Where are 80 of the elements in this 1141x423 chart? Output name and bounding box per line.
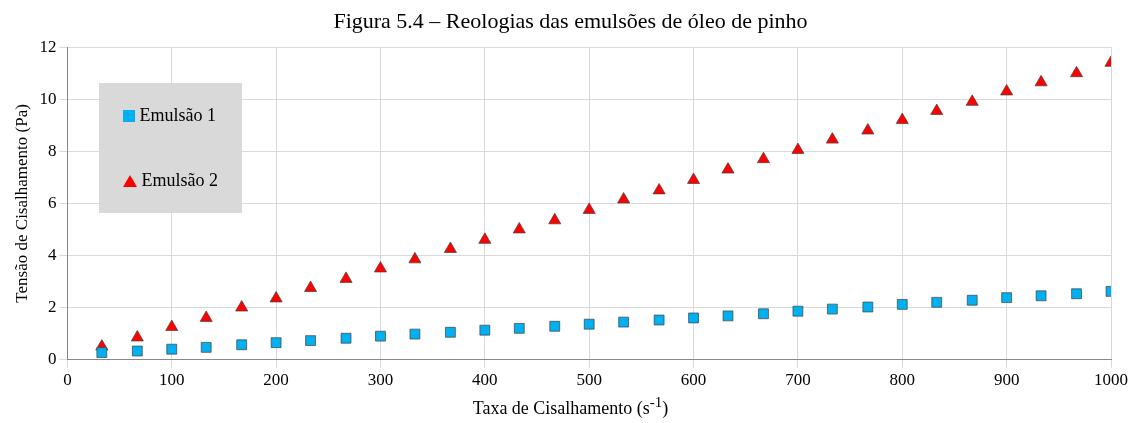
point	[930, 103, 944, 115]
point	[270, 337, 282, 348]
point	[825, 132, 839, 144]
y-tick-label: 8	[47, 140, 57, 160]
point	[688, 312, 699, 324]
point	[966, 294, 978, 306]
point	[617, 192, 631, 204]
point	[1034, 75, 1048, 87]
point	[827, 303, 838, 315]
point	[757, 151, 770, 163]
point	[199, 310, 213, 322]
x-tick-label: 500	[576, 370, 602, 390]
point	[721, 162, 735, 174]
y-tick-label: 0	[47, 349, 57, 369]
x-tick-label: 100	[159, 370, 185, 390]
point	[200, 342, 212, 353]
point	[1000, 84, 1014, 96]
point	[653, 314, 665, 326]
point	[409, 328, 421, 340]
y-tick-label: 10	[39, 88, 57, 108]
point	[96, 347, 108, 358]
point	[862, 301, 874, 313]
x-axis-title: Taxa de Cisalhamento (s$^{-1}$)	[471, 394, 670, 419]
point	[166, 343, 178, 355]
x-tick-label: 200	[263, 370, 289, 390]
point	[340, 332, 352, 344]
point	[235, 300, 249, 312]
y-axis-title: Tensão de Cisalhamento (Pa)	[11, 104, 31, 303]
x-tick-label: 600	[680, 370, 707, 390]
point	[512, 222, 526, 234]
point	[549, 320, 561, 332]
point	[130, 330, 144, 342]
point	[965, 94, 979, 106]
x-tick-label: 400	[472, 370, 498, 390]
y-tick-label: 12	[39, 36, 57, 56]
point	[758, 308, 769, 320]
point	[548, 212, 562, 225]
point	[791, 142, 805, 154]
point	[652, 183, 666, 195]
point	[582, 202, 596, 214]
x-tick-label: 700	[785, 370, 811, 390]
point	[374, 261, 387, 273]
point	[895, 112, 909, 124]
x-tick-label: 1000	[1094, 370, 1128, 390]
point	[583, 318, 595, 330]
chart-title: Figura 5.4 – Reologias das emulsões de óleo de pinho	[332, 8, 809, 34]
x-tick-label: 900	[993, 370, 1020, 390]
point	[269, 291, 283, 303]
point	[479, 324, 491, 336]
y-tick-label: 6	[47, 192, 57, 212]
point	[896, 299, 908, 310]
legend-label: Emulsão 1	[139, 105, 216, 127]
y-tick-label: 4	[47, 244, 57, 264]
point	[513, 323, 525, 334]
point	[165, 319, 179, 331]
point	[1035, 290, 1047, 302]
point	[478, 232, 492, 244]
point	[722, 310, 734, 322]
legend-label: Emulsão 2	[141, 170, 218, 192]
point	[1001, 292, 1012, 303]
point	[1070, 65, 1083, 78]
x-tick-label: 800	[889, 370, 916, 390]
point	[861, 123, 875, 135]
point	[375, 330, 386, 342]
point	[305, 335, 316, 346]
point	[792, 305, 804, 317]
x-tick-label: 300	[367, 370, 394, 390]
x-tick-label: 0	[63, 370, 72, 390]
point	[618, 316, 629, 328]
point	[236, 339, 247, 351]
y-tick-label: 2	[47, 297, 57, 316]
point	[931, 297, 943, 308]
point	[1071, 288, 1082, 300]
point	[443, 241, 457, 253]
point	[132, 345, 143, 357]
point	[408, 252, 422, 264]
point	[304, 280, 317, 292]
point	[445, 326, 456, 338]
point	[687, 172, 700, 184]
point	[339, 271, 353, 283]
